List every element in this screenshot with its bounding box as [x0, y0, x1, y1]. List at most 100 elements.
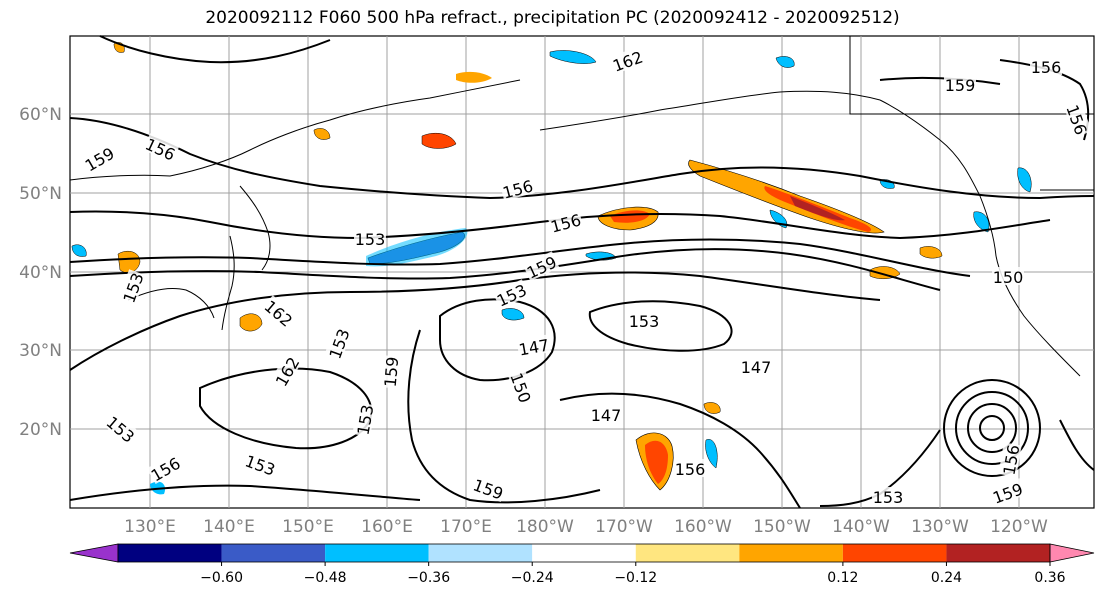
colorbar-extend-high: [1049, 543, 1095, 563]
contour-label: 156: [1031, 58, 1062, 77]
colorbar-segment: [635, 544, 740, 562]
contour-label: 153: [355, 230, 386, 249]
fill-blue-ne: [775, 56, 795, 68]
colorbar-segment: [221, 544, 326, 562]
contour-label: 153: [629, 312, 660, 331]
latitude-label: 60°N: [19, 105, 62, 125]
contour-label-bg: [499, 175, 536, 201]
colorbar-tick-label: −0.36: [407, 570, 450, 586]
fill-blue-s1: [501, 308, 525, 321]
contour-label-bg: [118, 269, 147, 306]
longitude-label: 170°W: [595, 517, 653, 537]
fill-red-south: [645, 440, 668, 484]
colorbar-tick-label: 0.36: [1034, 570, 1065, 586]
contour-label-bg: [492, 279, 530, 310]
colorbar-tick-label: 0.12: [827, 570, 858, 586]
contour-label-bg: [507, 369, 536, 406]
latitude-label: 20°N: [19, 420, 62, 440]
contour-label-bg: [242, 450, 279, 479]
contour-label-bg: [146, 452, 184, 485]
colorbar-segment: [118, 544, 222, 562]
colorbar-segment: [532, 544, 636, 562]
contour-label-bg: [324, 325, 353, 362]
longitude-label: 160°E: [361, 517, 413, 537]
contour-label: 156: [675, 460, 706, 479]
contour-label-bg: [379, 355, 401, 389]
colorbar-tick-label: −0.24: [511, 570, 554, 586]
contour-label: 147: [591, 406, 622, 425]
contour-label: 153: [873, 488, 904, 507]
contour-label-bg: [522, 251, 560, 282]
longitude-label: 160°W: [674, 517, 732, 537]
contour-label-bg: [674, 459, 706, 477]
contour-label: 159: [945, 76, 976, 95]
contour-label-bg: [354, 229, 386, 247]
contour-label-bg: [1030, 57, 1062, 75]
contour-label-bg: [470, 474, 507, 503]
colorbar-segment: [428, 544, 533, 562]
longitude-label: 170°E: [440, 517, 492, 537]
colorbar-outline: [117, 543, 1051, 563]
contour-label-bg: [590, 405, 622, 423]
fill-blue-e2: [973, 211, 990, 233]
colorbar-segment: [739, 544, 843, 562]
latitude-labels: 60°N 50°N 40°N 30°N 20°N: [19, 105, 62, 440]
coastlines: [69, 36, 1094, 377]
contour-label-bg: [516, 334, 551, 358]
contour-label: 159: [381, 356, 403, 388]
contour-label-bg: [547, 209, 584, 235]
longitude-label: 130°E: [124, 517, 176, 537]
contour-label-bg: [944, 75, 976, 93]
longitude-label: 120°W: [990, 517, 1048, 537]
colorbar-ticks: −0.60−0.48−0.36−0.24−0.120.120.240.360.4…: [200, 562, 1066, 586]
contour-label-bg: [261, 295, 298, 330]
fill-orange-e1: [869, 266, 901, 279]
latitude-label: 40°N: [19, 263, 62, 283]
colorbar-segment: [842, 544, 947, 562]
longitude-label: 150°E: [282, 517, 334, 537]
longitude-label: 180°W: [516, 517, 574, 537]
longitude-label: 140°W: [832, 517, 890, 537]
longitude-label: 150°W: [753, 517, 811, 537]
contour-label-bg: [352, 402, 376, 437]
fill-orange-s2: [703, 402, 721, 414]
latitude-label: 50°N: [19, 184, 62, 204]
contour-label-bg: [80, 142, 118, 175]
colorbar-tick-label: −0.12: [614, 570, 657, 586]
colorbar-segment: [946, 544, 1050, 562]
latitude-label: 30°N: [19, 341, 62, 361]
contour-label-bg: [142, 133, 180, 164]
contour-label-bg: [740, 357, 772, 375]
contour-label-bg: [989, 478, 1026, 507]
fill-orange-e2: [919, 246, 943, 259]
longitude-label: 140°E: [203, 517, 255, 537]
fill-blue-s3: [705, 439, 718, 469]
fill-lightblue-band-west: [366, 228, 468, 267]
contour-label: 147: [741, 358, 772, 377]
contour-label-bg: [270, 352, 303, 390]
fill-orange-n2: [313, 128, 331, 140]
contour-label-bg: [872, 487, 904, 505]
fill-blue-e1: [1017, 167, 1032, 193]
longitude-label: 130°W: [911, 517, 969, 537]
precipitation-fills: [71, 42, 1032, 495]
longitude-labels: 130°E 140°E 150°E 160°E 170°E 180°W 170°W 160°W…: [124, 517, 1048, 537]
colorbar-tick-label: −0.60: [200, 570, 243, 586]
fill-darkred-jet-east: [790, 196, 845, 221]
colorbar-tick-label: −0.48: [304, 570, 347, 586]
fill-blue-w1: [71, 244, 87, 257]
fill-orange-n3: [456, 71, 492, 83]
fill-orange-n1: [421, 133, 457, 149]
contour-label-bg: [1063, 101, 1092, 138]
chart-title: 2020092112 F060 500 hPa refract., precip…: [205, 8, 900, 28]
contour-label: 150: [993, 268, 1024, 287]
contour-label-bg: [998, 442, 1022, 477]
contour-label-bg: [628, 311, 660, 329]
fill-orange-west-2: [239, 313, 263, 332]
fill-blue-n1: [549, 50, 597, 64]
contour-label-bg: [992, 267, 1024, 285]
colorbar-segment: [325, 544, 429, 562]
colorbar-extend-low: [69, 543, 119, 563]
colorbar: [69, 543, 1095, 563]
